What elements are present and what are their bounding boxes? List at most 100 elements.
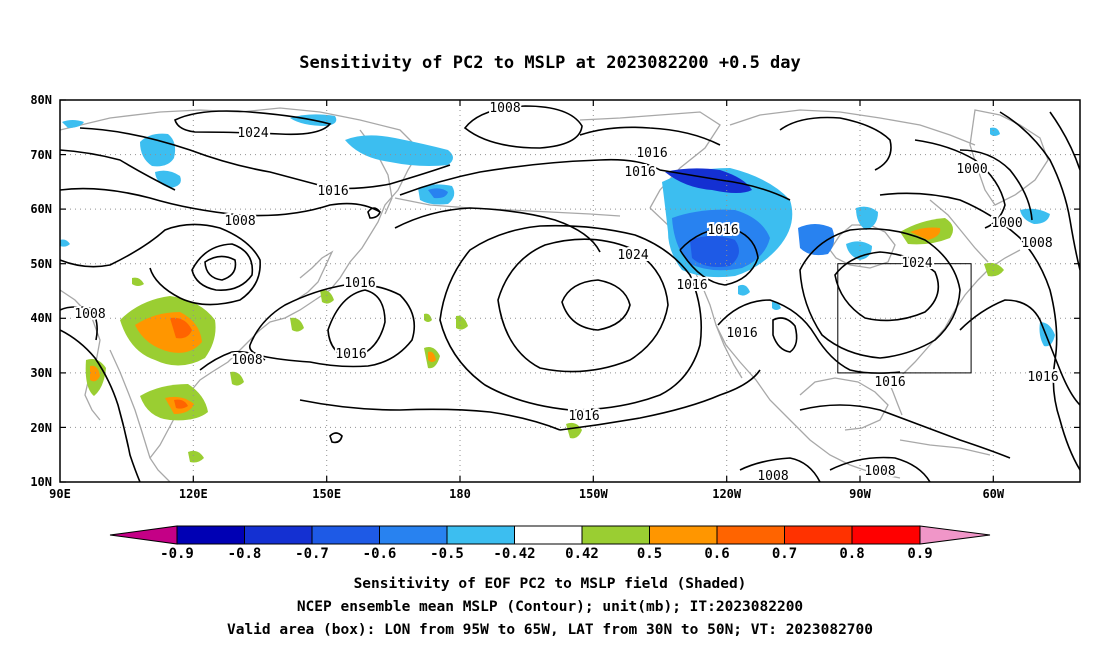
colorbar-right-triangle [919,525,991,545]
shade-blue-small-2 [772,301,781,310]
contour-1008-east-1 [999,111,1080,271]
colorbar-segment [649,525,718,545]
colorbar-segment [446,525,515,545]
contour-1008-caribbean [829,456,931,482]
contour-label-1016-west-pacific-a: 1016 [344,276,375,291]
contour-label-1008-atlantic: 1008 [1021,236,1052,251]
contour-label-1016-california: 1016 [676,278,707,293]
contour-1008-india [60,329,141,482]
contour-label-1016-atlantic: 1016 [1027,370,1058,385]
caption-line-3: Valid area (box): LON from 95W to 65W, L… [227,622,873,638]
contour-1008-east-2 [1049,111,1080,171]
lat-label-50n: 50N [30,257,52,271]
coastline-baja [715,324,743,379]
contour-1024-asia [174,110,332,136]
lon-label-150w: 150W [579,487,609,501]
shade-blue-small-4 [990,127,1000,136]
contour-1016-atlantic [959,299,1080,406]
lat-label-10n: 10N [30,475,52,489]
contour-label-1008-china: 1008 [231,353,262,368]
contour-1008-low-c [329,432,343,444]
contour-1008-mexico [739,457,821,482]
shade-blue-small-1 [738,284,750,296]
colorbar-label: -0.9 [160,546,194,562]
coastline-aleutians [394,197,621,217]
coastline-central-america [849,464,901,479]
shade-blue-arctic [345,135,453,166]
contour-1016-alaska-top [579,126,721,146]
colorbar-label: -0.42 [493,546,535,562]
valid-area-box [837,263,972,374]
contour-1024-pacific-inner [561,279,631,331]
colorbar-segment [784,525,853,545]
contour-label-1008-mongolia: 1008 [224,214,255,229]
colorbar-left-triangle [109,525,178,545]
shade-blue-kamchatka-dark [428,188,448,199]
contour-1008-low-b [191,243,254,292]
shade-blue-siberia [140,133,176,167]
contour-label-1024-hudson: 1024 [901,256,932,271]
contour-1016-india-low [60,306,98,341]
contour-1016-small [772,317,798,353]
contour-label-1008-caribbean: 1008 [864,464,895,479]
figure-title: Sensitivity of PC2 to MSLP at 2023082200… [299,53,801,73]
coastline-labrador [929,199,989,263]
contour-label-1016-hawaii: 1016 [568,409,599,424]
contour-1016-siberia-a [79,127,451,190]
shade-blue-labrador [856,206,878,230]
contour-label-1016-siberia: 1016 [317,184,348,199]
contour-label-1016-west-pacific-b: 1016 [335,347,366,362]
colorbar: -0.9 -0.8 -0.7 -0.6 -0.5 -0.42 0.42 0.5 … [109,525,991,562]
map-panel: 1024 1008 1016 1008 1016 1016 1016 1024 … [30,93,1081,501]
caption-line-1: Sensitivity of EOF PC2 to MSLP field (Sh… [354,576,747,592]
colorbar-segment [716,525,785,545]
contour-1024-hudson [834,251,940,322]
coastline-asia-east [149,299,316,459]
coastline-southeast-asia [109,349,171,482]
contour-1016-hudson-outer [799,227,961,359]
colorbar-segment [176,525,245,545]
colorbar-label: 0.6 [704,546,729,562]
lon-label-180: 180 [449,487,471,501]
contour-label-1008-india: 1008 [74,307,105,322]
contour-1016-pacific-ring [439,224,703,411]
contour-1016-west-pacific-big [248,283,416,368]
colorbar-segment [851,525,921,545]
colorbar-label: 0.5 [637,546,662,562]
coastline-japan [295,250,334,301]
lon-label-150e: 150E [312,487,341,501]
contour-1016-gulf-box [679,227,759,286]
tick-marks [60,99,1080,483]
lat-label-40n: 40N [30,311,52,325]
shade-pos-green-4 [320,289,334,304]
colorbar-labels: -0.9 -0.8 -0.7 -0.6 -0.5 -0.42 0.42 0.5 … [160,546,933,562]
coastline-caribbean [899,439,991,456]
shade-pos-green-small [132,277,144,286]
contour-1000-greenland-b [959,149,1033,221]
shade-blue-small-5 [62,120,84,128]
coastline-hudson-bay [829,224,896,269]
contour-label-1016-gulf-alaska-a: 1016 [636,146,667,161]
shade-blue-gulf-alaska-dark [690,236,739,267]
lat-label-60n: 60N [30,202,52,216]
colorbar-segment [311,525,380,545]
contour-1016-siberia-b [60,149,176,191]
positive-sensitivity-shading [85,218,1004,463]
caption-line-2: NCEP ensemble mean MSLP (Contour); unit(… [297,599,803,615]
contour-1016-ne-pacific-arc [399,158,791,201]
shade-pos-green-atlantic [984,262,1004,277]
contour-label-1024-pacific: 1024 [617,248,648,263]
contour-label-1000-greenland-b: 1000 [991,216,1022,231]
coastline-gulf-mexico [799,377,889,431]
lat-label-20n: 20N [30,421,52,435]
shade-pos-green-2 [230,371,244,386]
map-frame [59,99,1081,483]
contour-1024-pacific-outer [497,238,669,373]
contour-1008-low-a [204,255,237,281]
colorbar-segment [514,525,583,545]
colorbar-label: -0.8 [228,546,262,562]
contour-1016-hawaii-b [559,369,761,431]
lon-label-120e: 120E [179,487,208,501]
colorbar-label: -0.7 [295,546,329,562]
